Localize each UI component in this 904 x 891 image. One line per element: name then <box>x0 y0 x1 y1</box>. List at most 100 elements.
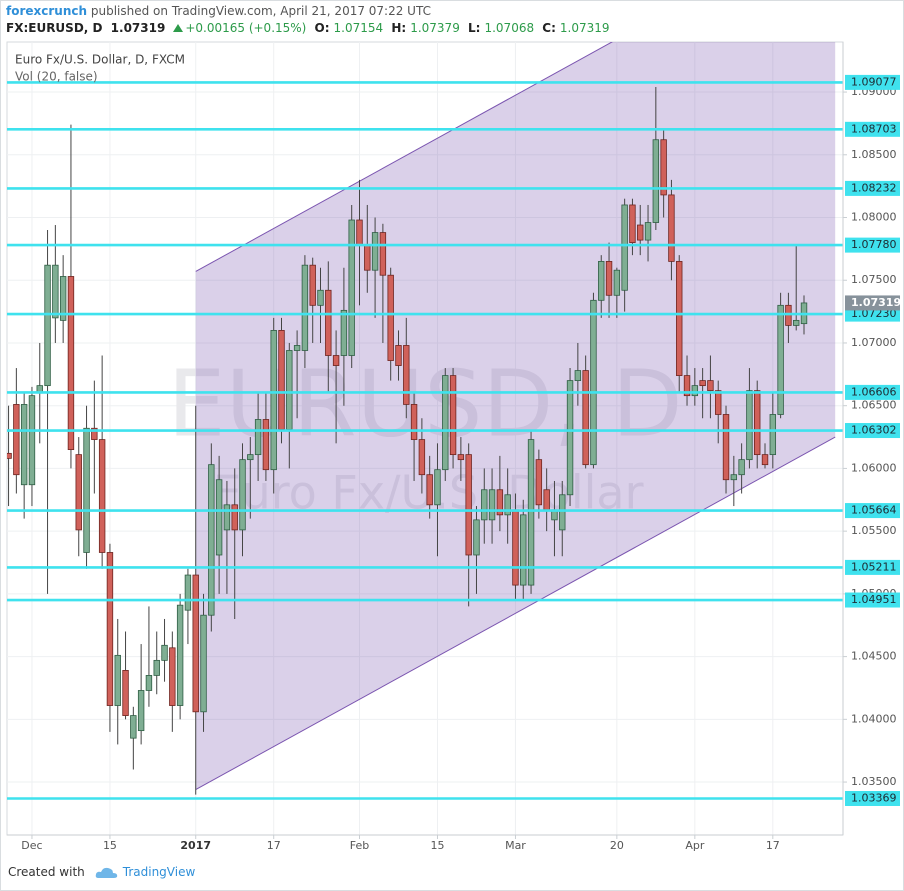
candle-body <box>590 299 597 466</box>
level-label-box <box>845 592 900 608</box>
candle-body <box>769 414 777 456</box>
y-tick-label: 1.08000 <box>851 211 897 224</box>
last-price-box <box>845 295 900 311</box>
y-tick-label: 1.08500 <box>851 148 897 161</box>
change: +0.00165 (+0.15%) <box>185 21 307 35</box>
x-tick-label: 17 <box>267 839 281 852</box>
candle-body <box>208 464 215 616</box>
candle-body <box>512 509 519 586</box>
x-tick-label: Mar <box>505 839 526 852</box>
x-tick-label: Apr <box>685 839 705 852</box>
x-tick-label: 17 <box>766 839 780 852</box>
y-tick-label: 1.07500 <box>851 273 897 286</box>
candle-body <box>200 614 207 713</box>
candle-body <box>527 439 535 586</box>
candle-body <box>364 244 371 271</box>
candle-body <box>83 427 90 553</box>
brand-logo <box>95 867 117 878</box>
candle-body <box>91 427 98 440</box>
level-label-box <box>845 237 900 253</box>
ohlc-label: L: <box>468 21 481 35</box>
level-label: 1.06606 <box>851 385 897 398</box>
ohlc-label: C: <box>542 21 556 35</box>
brand[interactable]: TradingView <box>122 865 196 879</box>
candle-body <box>371 232 379 271</box>
last-price-label: 1.07319 <box>851 296 901 309</box>
candle-body <box>145 675 153 691</box>
candle-body <box>676 261 683 376</box>
candle-body <box>59 276 67 321</box>
candle-body <box>559 494 566 531</box>
level-label: 1.09077 <box>851 75 897 88</box>
ohlc-label: H: <box>391 21 407 35</box>
candle-body <box>582 370 589 466</box>
candle-body <box>239 459 246 531</box>
level-label: 1.06302 <box>851 424 897 437</box>
candle-body <box>278 330 285 430</box>
candle-body <box>13 404 20 476</box>
candle-body <box>28 395 36 486</box>
ohlc-value: 1.07379 <box>410 21 460 35</box>
candle-body <box>340 309 348 356</box>
candle-body <box>231 504 238 531</box>
candle-body <box>629 204 636 244</box>
level-label-box <box>845 790 900 806</box>
candle-body <box>730 474 738 481</box>
candle-body <box>379 232 387 276</box>
candle-body <box>153 659 160 676</box>
level-label: 1.08703 <box>851 122 897 135</box>
level-label-box <box>845 559 900 575</box>
x-tick-label: Dec <box>21 839 42 852</box>
level-label-box <box>845 121 900 137</box>
level-label: 1.08232 <box>851 181 897 194</box>
footer-text: Created with <box>8 865 85 879</box>
ohlc-value: 1.07154 <box>333 21 384 35</box>
candle-body <box>286 350 293 430</box>
candle-body <box>652 139 660 223</box>
chart-title: Euro Fx/U.S. Dollar, D, FXCM <box>15 53 185 67</box>
candle-body <box>325 289 332 356</box>
symbol: FX:EURUSD, D <box>6 21 103 35</box>
candle-body <box>122 670 129 716</box>
candle-body <box>449 375 457 456</box>
author[interactable]: forexcrunch <box>6 4 88 18</box>
level-label: 1.05664 <box>851 504 897 517</box>
candle-body <box>566 380 574 496</box>
y-tick-label: 1.05500 <box>851 524 897 537</box>
candle-body <box>114 654 121 706</box>
level-label: 1.05211 <box>851 560 897 573</box>
candle-body <box>98 439 106 553</box>
candle-body <box>761 454 769 466</box>
candle-body <box>301 264 309 351</box>
chart-subtitle: Vol (20, false) <box>15 70 98 84</box>
candle-body <box>777 304 784 415</box>
candle-body <box>75 454 82 531</box>
candle-body <box>169 647 176 706</box>
candle-body <box>270 330 277 471</box>
channel-fill <box>195 42 836 790</box>
y-tick-label: 1.03500 <box>851 775 897 788</box>
candle-body <box>707 380 714 392</box>
candle-body <box>504 494 511 516</box>
plot-area <box>6 41 844 836</box>
level-label-box <box>845 384 900 400</box>
candle-body <box>598 261 605 301</box>
candle-body <box>176 604 184 706</box>
candle-body <box>613 269 621 296</box>
y-tick-label: 1.06500 <box>851 399 897 412</box>
candle-body <box>161 644 168 661</box>
candle-body <box>130 715 137 739</box>
candle-body <box>746 390 753 461</box>
last: 1.07319 <box>110 21 166 35</box>
candle-body <box>754 390 761 456</box>
candle-body <box>293 345 301 351</box>
candle-body <box>387 274 394 361</box>
y-tick-label: 1.04000 <box>851 712 897 725</box>
y-tick-label: 1.06000 <box>851 461 897 474</box>
channel-lower <box>195 436 836 791</box>
candle-body <box>520 514 527 586</box>
x-tick-label: 15 <box>430 839 444 852</box>
level-label-box <box>845 503 900 519</box>
candle-body <box>7 452 12 459</box>
